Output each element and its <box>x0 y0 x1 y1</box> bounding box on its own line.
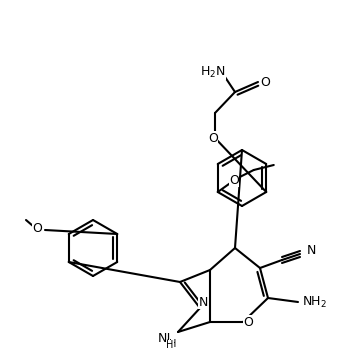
Text: N: N <box>157 331 167 345</box>
Text: O: O <box>243 316 253 328</box>
Text: O: O <box>32 222 42 234</box>
Text: H$_2$N: H$_2$N <box>200 65 226 80</box>
Text: H: H <box>166 340 174 350</box>
Text: O: O <box>229 173 239 186</box>
Text: N: N <box>160 331 170 345</box>
Text: NH$_2$: NH$_2$ <box>302 294 327 309</box>
Text: N: N <box>307 244 316 257</box>
Text: O: O <box>260 75 270 89</box>
Text: N: N <box>198 295 208 308</box>
Text: H: H <box>169 339 177 349</box>
Text: O: O <box>208 131 218 145</box>
